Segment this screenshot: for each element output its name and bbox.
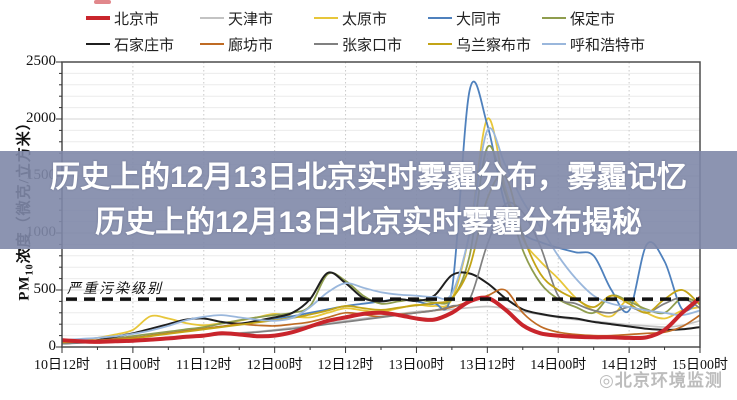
- legend-label: 大同市: [456, 11, 502, 28]
- x-tick-label-13日00时: 13日00时: [388, 358, 445, 373]
- x-tick-label-14日12时: 14日12时: [601, 358, 658, 373]
- legend-swatch-太原市: [314, 16, 338, 20]
- x-tick-label-15日00时: 15日00时: [672, 358, 728, 373]
- legend-swatch-北京市: [86, 16, 110, 20]
- overlay-title-line2: 历史上的12月13日北京实时雾霾分布揭秘: [95, 206, 642, 239]
- legend-swatch-廊坊市: [200, 42, 224, 46]
- severe-pollution-level-label: 严重污染级别: [67, 282, 163, 297]
- title-overlay-banner: 历史上的12月13日北京实时雾霾分布，雾霾记忆 历史上的12月13日北京实时雾霾…: [0, 151, 737, 249]
- x-tick-label-12日12时: 12日12时: [317, 358, 374, 373]
- watermark: ◎北京环境监测: [599, 371, 723, 390]
- x-tick-label-11日00时: 11日00时: [105, 358, 161, 373]
- legend-swatch-石家庄市: [86, 42, 110, 46]
- legend-item-北京市: 北京市: [86, 8, 200, 29]
- series-line-乌兰察布市: [62, 173, 700, 344]
- legend-swatch-大同市: [428, 16, 452, 20]
- legend-item-廊坊市: 廊坊市: [200, 34, 314, 55]
- y-tick-label-0: 0: [48, 338, 57, 354]
- x-tick-label-13日12时: 13日12时: [459, 358, 516, 373]
- legend-item-大同市: 大同市: [428, 8, 542, 29]
- top-red-artifact: [94, 0, 111, 4]
- legend-swatch-保定市: [542, 16, 566, 20]
- legend-item-天津市: 天津市: [200, 8, 314, 29]
- legend-label: 石家庄市: [114, 37, 175, 54]
- x-tick-label-10日12时: 10日12时: [34, 358, 90, 373]
- legend-item-乌兰察布市: 乌兰察布市: [428, 34, 542, 55]
- legend-label: 张家口市: [342, 37, 403, 54]
- legend-label: 天津市: [228, 11, 274, 28]
- chart-legend: 北京市 天津市 太原市 大同市 保定市石家庄市 廊坊市 张家口市 乌兰察布市 呼和浩特市: [86, 5, 726, 57]
- legend-swatch-张家口市: [314, 42, 338, 46]
- legend-item-太原市: 太原市: [314, 8, 428, 29]
- overlay-title-line1: 历史上的12月13日北京实时雾霾分布，雾霾记忆: [50, 161, 687, 194]
- legend-swatch-天津市: [200, 16, 224, 20]
- series-line-北京市: [62, 295, 700, 344]
- y-tick-label-2500: 2500: [26, 53, 56, 69]
- legend-label: 廊坊市: [228, 37, 274, 54]
- x-tick-label-14日00时: 14日00时: [530, 358, 587, 373]
- y-tick-label-2000: 2000: [26, 110, 56, 126]
- legend-item-呼和浩特市: 呼和浩特市: [542, 34, 656, 55]
- legend-swatch-呼和浩特市: [542, 42, 566, 46]
- legend-label: 呼和浩特市: [570, 37, 646, 54]
- y-tick-label-500: 500: [33, 281, 57, 297]
- series-line-保定市: [62, 144, 700, 344]
- legend-swatch-乌兰察布市: [428, 42, 452, 46]
- legend-label: 保定市: [570, 11, 616, 28]
- legend-label: 乌兰察布市: [456, 37, 532, 54]
- legend-item-保定市: 保定市: [542, 8, 656, 29]
- legend-item-张家口市: 张家口市: [314, 34, 428, 55]
- legend-label: 北京市: [114, 11, 160, 28]
- series-line-石家庄市: [62, 271, 700, 345]
- series-line-呼和浩特市: [62, 127, 700, 342]
- x-tick-label-12日00时: 12日00时: [246, 358, 303, 373]
- legend-label: 太原市: [342, 11, 388, 28]
- x-tick-label-11日12时: 11日12时: [176, 358, 232, 373]
- legend-item-石家庄市: 石家庄市: [86, 34, 200, 55]
